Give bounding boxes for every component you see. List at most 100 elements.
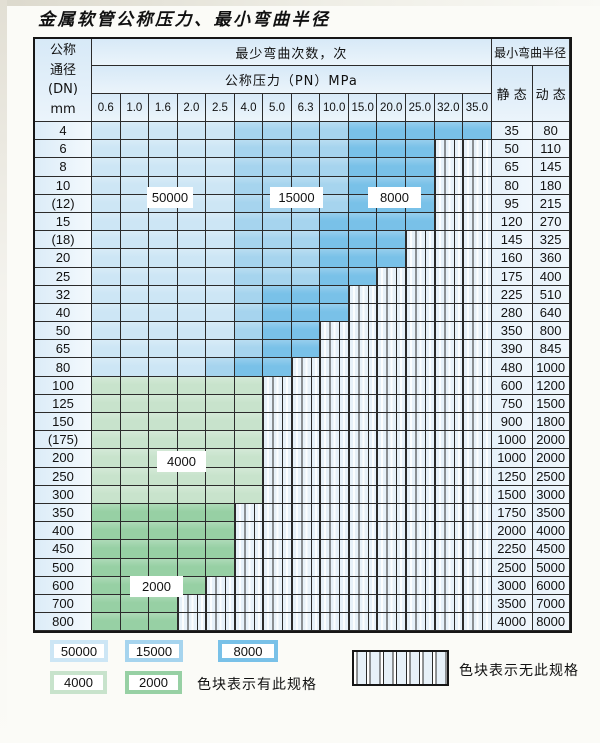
no-spec-cell — [348, 413, 378, 432]
no-spec-cell — [463, 503, 492, 523]
band-cell — [120, 594, 150, 614]
legend-swatch-50000: 50000 — [50, 640, 108, 662]
dn-cell: 20 — [35, 249, 92, 268]
no-spec-cell — [463, 285, 492, 304]
no-spec-cell — [320, 503, 349, 523]
no-spec-cell — [434, 322, 464, 341]
no-spec-cell — [463, 376, 492, 395]
band-cell — [291, 212, 321, 232]
dynamic-cell: 2000 — [532, 449, 570, 468]
band-cell — [234, 194, 264, 213]
band-cell — [206, 212, 235, 232]
band-cell — [177, 140, 207, 159]
band-cell — [348, 249, 378, 268]
no-spec-cell — [406, 503, 435, 523]
band-cell — [206, 122, 235, 141]
band-cell — [120, 249, 150, 268]
pressure-value-cell: 0.6 — [92, 94, 121, 122]
band-cell — [291, 285, 321, 304]
band-cell — [291, 140, 321, 159]
band-cell — [234, 285, 264, 304]
no-spec-cell — [434, 522, 464, 541]
band-cell — [120, 358, 150, 377]
dynamic-cell: 4500 — [532, 540, 570, 559]
dn-cell: 200 — [35, 449, 92, 468]
band-cell — [149, 358, 178, 377]
band-cell — [206, 358, 235, 377]
no-spec-cell — [348, 558, 378, 577]
no-spec-cell — [177, 594, 207, 614]
band-cell — [92, 376, 121, 395]
band-cell — [177, 231, 207, 250]
legend-swatch-4000: 4000 — [50, 671, 107, 694]
no-spec-cell — [320, 558, 349, 577]
no-spec-cell — [434, 358, 464, 377]
static-cell: 350 — [491, 322, 533, 341]
no-spec-cell — [291, 613, 321, 632]
no-spec-cell — [463, 322, 492, 341]
band-cell — [177, 394, 207, 413]
band-cell — [234, 322, 264, 341]
no-spec-cell — [463, 431, 492, 450]
no-spec-cell — [348, 303, 378, 323]
band-cell — [92, 558, 121, 577]
no-spec-cell — [434, 376, 464, 395]
dn-cell: 350 — [35, 503, 92, 523]
band-cell — [120, 140, 150, 159]
no-spec-cell — [320, 449, 349, 468]
band-cell — [234, 176, 264, 195]
band-cell — [120, 285, 150, 304]
no-spec-cell — [291, 594, 321, 614]
static-cell: 390 — [491, 340, 533, 359]
band-cell — [149, 285, 178, 304]
no-spec-cell — [406, 522, 435, 541]
no-spec-cell — [406, 231, 435, 250]
band-cell — [92, 394, 121, 413]
band-cell — [177, 212, 207, 232]
no-spec-cell — [434, 194, 464, 213]
band-cell — [406, 158, 435, 177]
dynamic-cell: 5000 — [532, 558, 570, 577]
band-cell — [92, 576, 121, 595]
no-spec-cell — [291, 522, 321, 541]
no-spec-cell — [263, 558, 292, 577]
dn-cell: 15 — [35, 212, 92, 232]
band-cell — [206, 503, 235, 523]
no-spec-cell — [263, 376, 292, 395]
no-spec-cell — [206, 576, 235, 595]
pressure-value-cell: 25.0 — [406, 94, 435, 122]
band-cell — [92, 249, 121, 268]
band-cell — [92, 212, 121, 232]
dynamic-cell: 360 — [532, 249, 570, 268]
band-cell — [120, 522, 150, 541]
no-spec-cell — [406, 558, 435, 577]
no-spec-cell — [206, 613, 235, 632]
band-cell — [291, 122, 321, 141]
no-spec-cell — [406, 267, 435, 286]
no-spec-cell — [348, 467, 378, 486]
no-spec-cell — [406, 340, 435, 359]
band-cell — [320, 194, 349, 213]
band-cell — [92, 303, 121, 323]
static-cell: 4000 — [491, 613, 533, 632]
pressure-value-cell: 6.3 — [291, 94, 321, 122]
static-cell: 2250 — [491, 540, 533, 559]
no-spec-cell — [406, 540, 435, 559]
band-cell — [92, 176, 121, 195]
band-cell — [291, 249, 321, 268]
dn-cell: 50 — [35, 322, 92, 341]
band-cell — [291, 322, 321, 341]
no-spec-cell — [377, 613, 407, 632]
dynamic-cell: 7000 — [532, 594, 570, 614]
no-spec-cell — [263, 431, 292, 450]
dynamic-cell: 8000 — [532, 613, 570, 632]
no-spec-cell — [320, 394, 349, 413]
no-spec-cell — [291, 558, 321, 577]
no-spec-cell — [377, 340, 407, 359]
no-spec-cell — [463, 394, 492, 413]
no-spec-cell — [406, 413, 435, 432]
no-spec-cell — [320, 467, 349, 486]
band-cell — [177, 540, 207, 559]
no-spec-cell — [263, 522, 292, 541]
band-cell — [92, 613, 121, 632]
